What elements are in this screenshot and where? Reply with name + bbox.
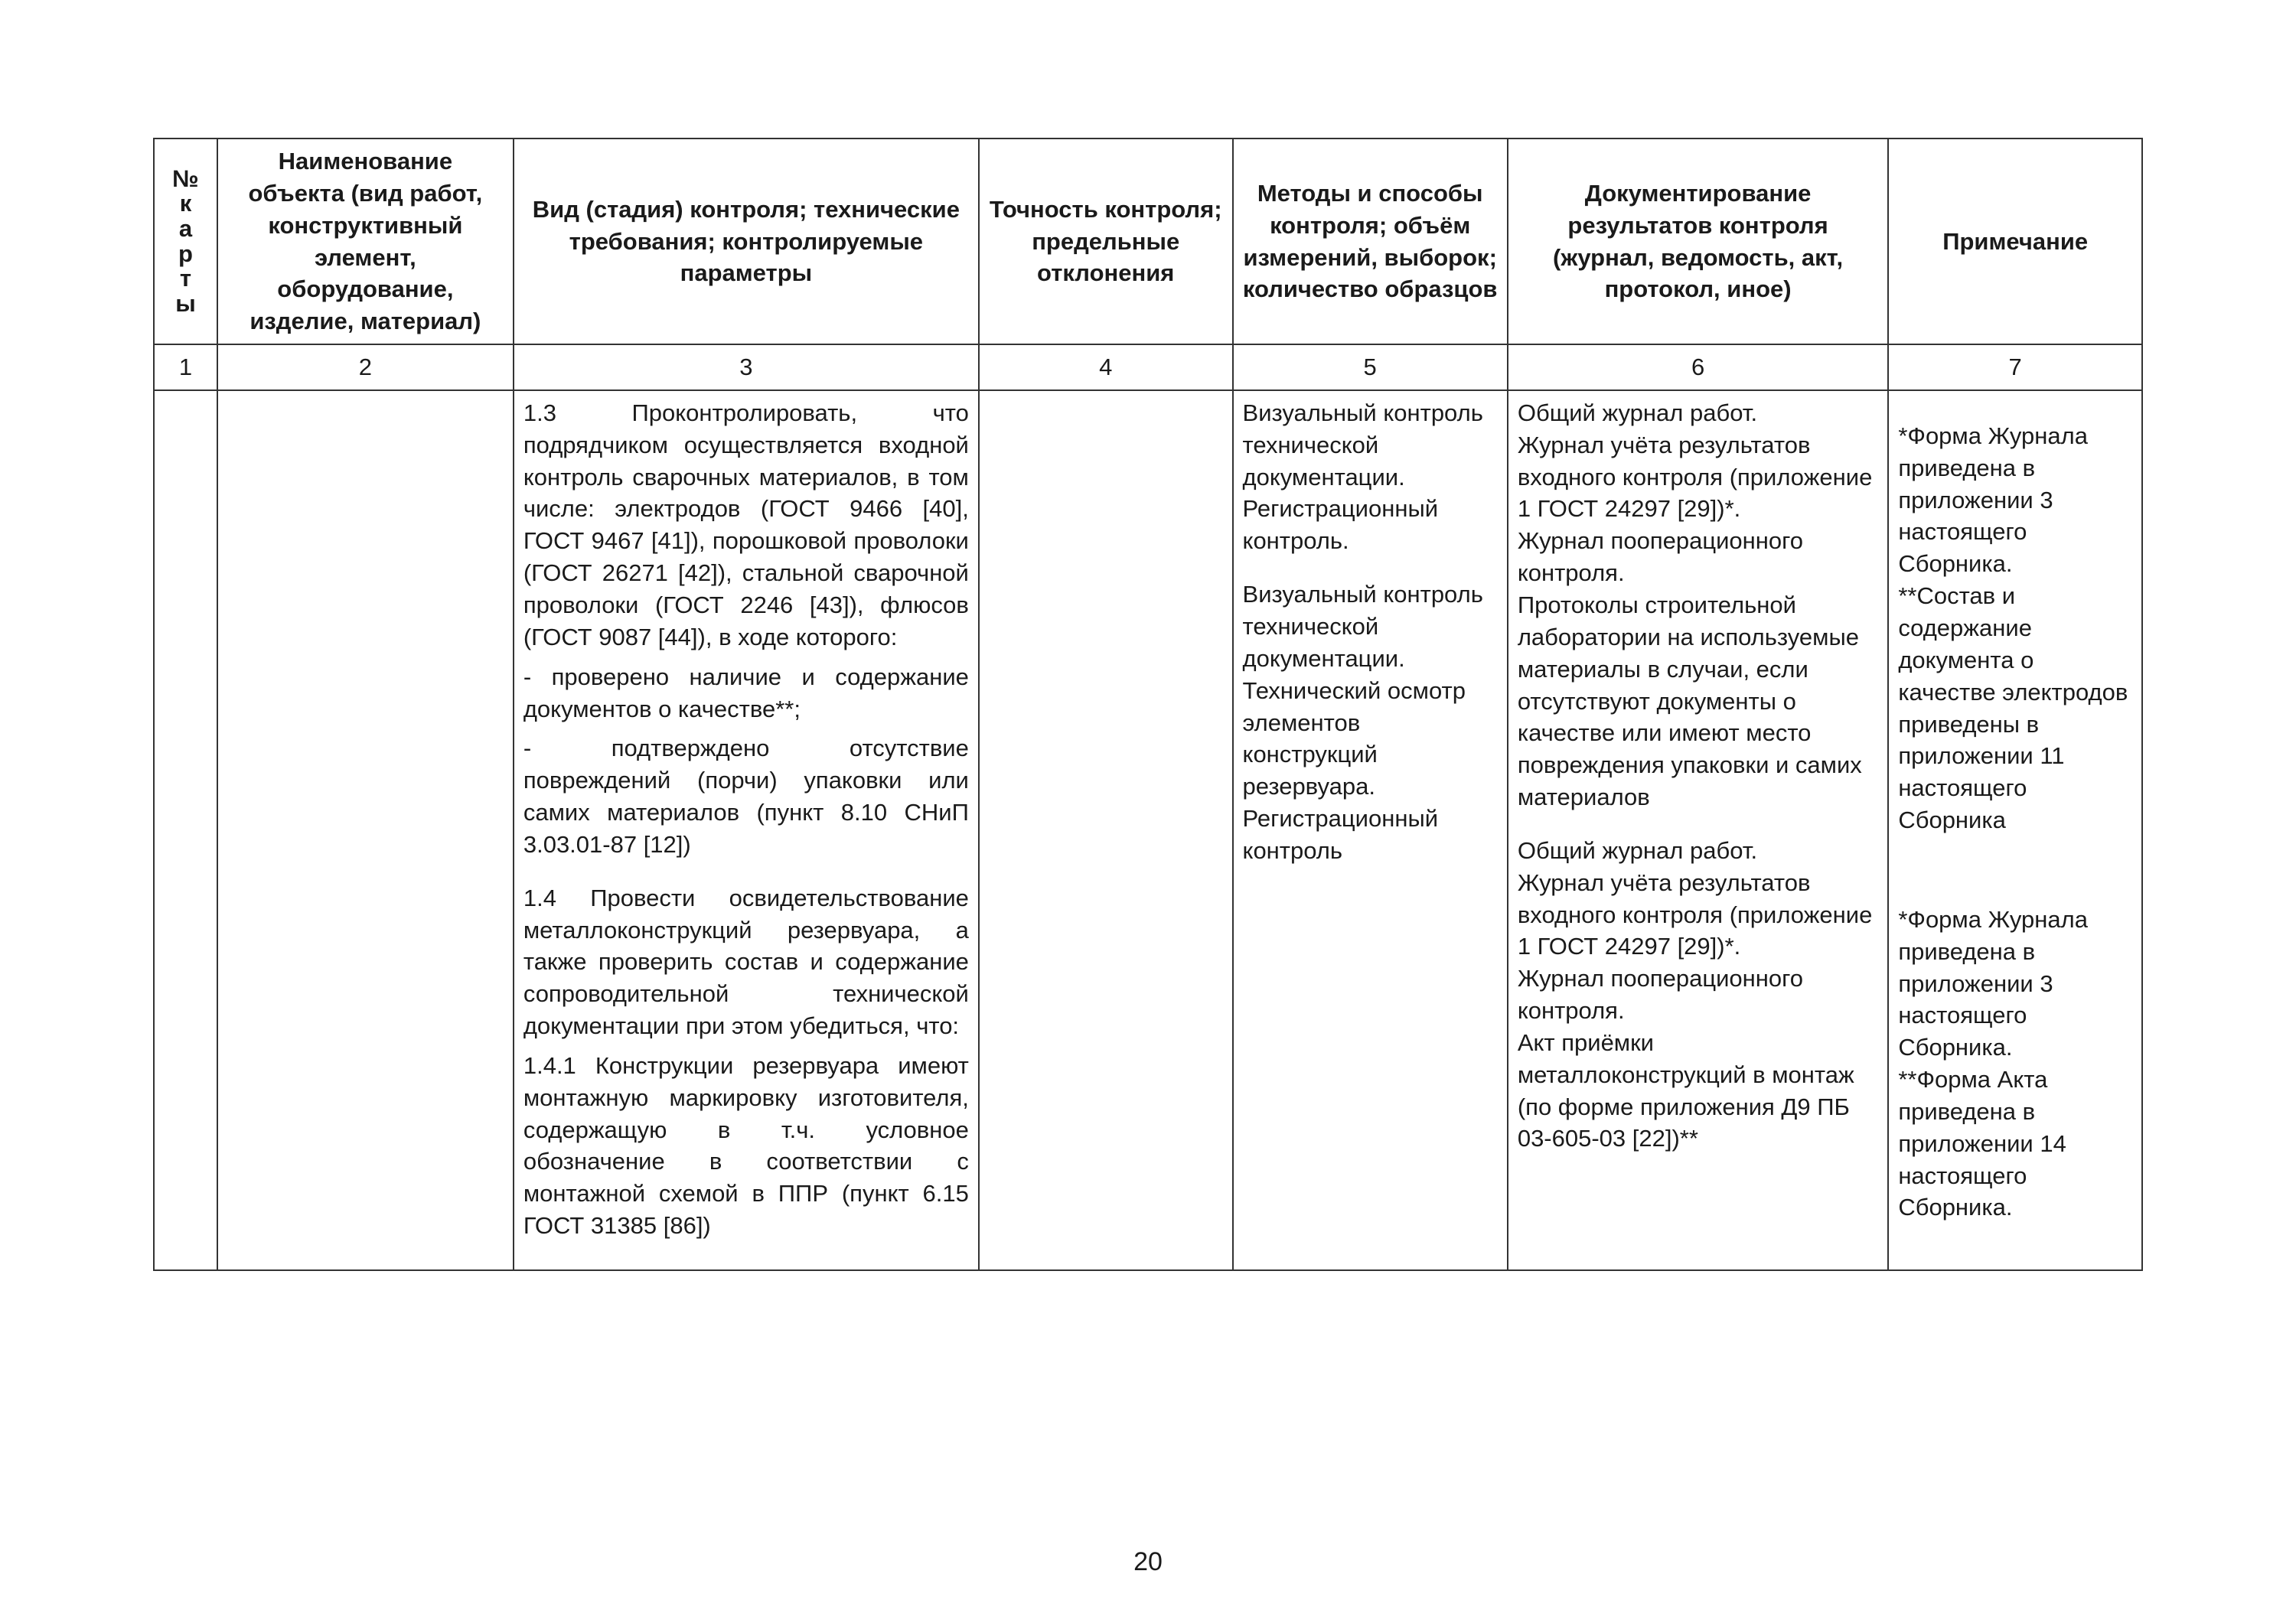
control-table: №карты Наименование объекта (вид работ, … [153,138,2143,1271]
cell-col2 [217,390,514,1270]
col-header-6: Документирование результатов контроля (ж… [1508,139,1888,344]
c7-block2: *Форма Журнала приведена в приложении 3 … [1898,904,2132,1224]
cell-col5: Визуальный контроль технической документ… [1233,390,1508,1270]
col-header-2: Наименование объекта (вид работ, констру… [217,139,514,344]
col-num-4: 4 [979,344,1233,390]
para-1-4: 1.4 Провести освидетельствование металло… [523,882,969,1042]
col-header-1-text: №карты [164,167,207,316]
page-number: 20 [0,1547,2296,1577]
para-1-3: 1.3 Проконтролировать, что подрядчиком о… [523,397,969,653]
col-num-2: 2 [217,344,514,390]
cell-col3: 1.3 Проконтролировать, что подрядчиком о… [514,390,979,1270]
c5-block1: Визуальный контроль технической документ… [1243,397,1498,557]
col-num-3: 3 [514,344,979,390]
col-header-1: №карты [154,139,217,344]
col-header-7: Примечание [1888,139,2142,344]
col-number-row: 1 2 3 4 5 6 7 [154,344,2142,390]
para-1-4-block: 1.4 Провести освидетельствование металло… [523,882,969,1242]
para-1-3-block: 1.3 Проконтролировать, что подрядчиком о… [523,397,969,861]
col-num-5: 5 [1233,344,1508,390]
para-1-4-1: 1.4.1 Конструкции резервуара имеют монта… [523,1050,969,1242]
c7-spacer2 [1898,858,2132,904]
col-header-4: Точность контроля; предельные отклонения [979,139,1233,344]
cell-col4 [979,390,1233,1270]
col-num-6: 6 [1508,344,1888,390]
para-1-3b: - подтверждено отсутствие повреждений (п… [523,732,969,860]
cell-col1 [154,390,217,1270]
c6-block2: Общий журнал работ.Журнал учёта результа… [1518,835,1878,1155]
cell-col7: *Форма Журнала приведена в приложении 3 … [1888,390,2142,1270]
col-num-7: 7 [1888,344,2142,390]
table-row: 1.3 Проконтролировать, что подрядчиком о… [154,390,2142,1270]
col-header-5: Методы и способы контроля; объём измерен… [1233,139,1508,344]
c7-spacer [1898,397,2132,420]
c7-block1: *Форма Журнала приведена в приложении 3 … [1898,420,2132,836]
col-num-1: 1 [154,344,217,390]
header-row: №карты Наименование объекта (вид работ, … [154,139,2142,344]
col-header-3: Вид (стадия) контроля; технические требо… [514,139,979,344]
cell-col6: Общий журнал работ.Журнал учёта результа… [1508,390,1888,1270]
c6-block1: Общий журнал работ.Журнал учёта результа… [1518,397,1878,813]
c5-block2: Визуальный контроль технической документ… [1243,578,1498,867]
para-1-3a: - проверено наличие и содержание докумен… [523,661,969,725]
document-page: №карты Наименование объекта (вид работ, … [0,0,2296,1623]
